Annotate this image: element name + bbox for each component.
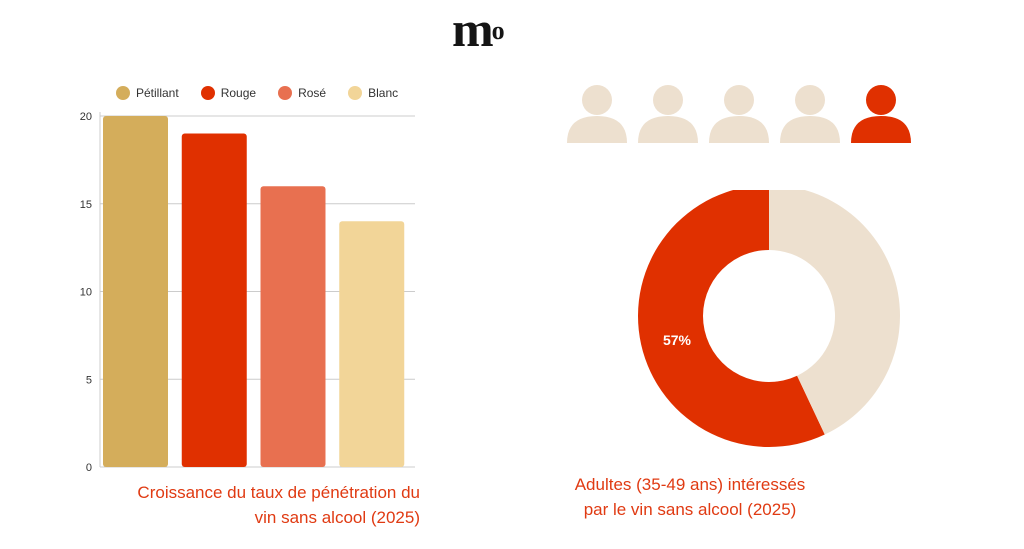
legend-label: Rouge bbox=[220, 86, 257, 100]
legend-item-rouge: Rouge bbox=[200, 86, 257, 100]
y-tick-label: 0 bbox=[86, 462, 92, 474]
legend-label: Rosé bbox=[298, 86, 327, 100]
legend-swatch bbox=[200, 86, 215, 100]
legend-item-petillant: Pétillant bbox=[116, 86, 179, 100]
donut-data-label: 57% bbox=[663, 332, 692, 348]
caption-line: vin sans alcool (2025) bbox=[254, 508, 420, 527]
y-tick-label: 15 bbox=[80, 199, 92, 211]
caption-line: Croissance du taux de pénétration du bbox=[137, 483, 420, 502]
bar-chart-caption: Croissance du taux de pénétration du vin… bbox=[96, 480, 420, 530]
y-tick-label: 20 bbox=[80, 111, 92, 123]
person-icon bbox=[638, 85, 698, 143]
bar-3 bbox=[339, 221, 405, 467]
donut-slice-1 bbox=[769, 190, 900, 435]
person-icon bbox=[780, 85, 840, 143]
legend-label: Blanc bbox=[368, 86, 399, 100]
legend-item-rose: Rosé bbox=[278, 86, 326, 100]
legend-label: Pétillant bbox=[136, 86, 179, 100]
bar-chart: 0 5 10 15 20 bbox=[80, 111, 415, 474]
bar-1 bbox=[181, 133, 247, 468]
legend-swatch bbox=[116, 86, 130, 100]
y-tick-label: 10 bbox=[80, 287, 92, 299]
person-icon bbox=[851, 85, 911, 143]
y-tick-label: 5 bbox=[86, 374, 92, 386]
people-pictogram bbox=[567, 85, 911, 143]
bar-0 bbox=[103, 116, 168, 467]
bar-2 bbox=[260, 186, 326, 467]
caption-line: par le vin sans alcool (2025) bbox=[583, 500, 797, 519]
donut-chart-caption: Adultes (35-49 ans) intéressés par le vi… bbox=[560, 472, 820, 522]
donut-slice-0 bbox=[638, 190, 825, 447]
legend-swatch bbox=[348, 86, 363, 100]
legend-item-blanc: Blanc bbox=[348, 86, 398, 100]
chart-legend: Pétillant Rouge Rosé Blanc bbox=[116, 86, 398, 100]
person-icon bbox=[567, 85, 627, 143]
caption-line: Adultes (35-49 ans) intéressés bbox=[574, 475, 806, 494]
legend-swatch bbox=[278, 86, 293, 100]
person-icon bbox=[709, 85, 769, 143]
donut-chart: 57% bbox=[638, 190, 900, 447]
brand-logo: mo bbox=[452, 1, 505, 57]
